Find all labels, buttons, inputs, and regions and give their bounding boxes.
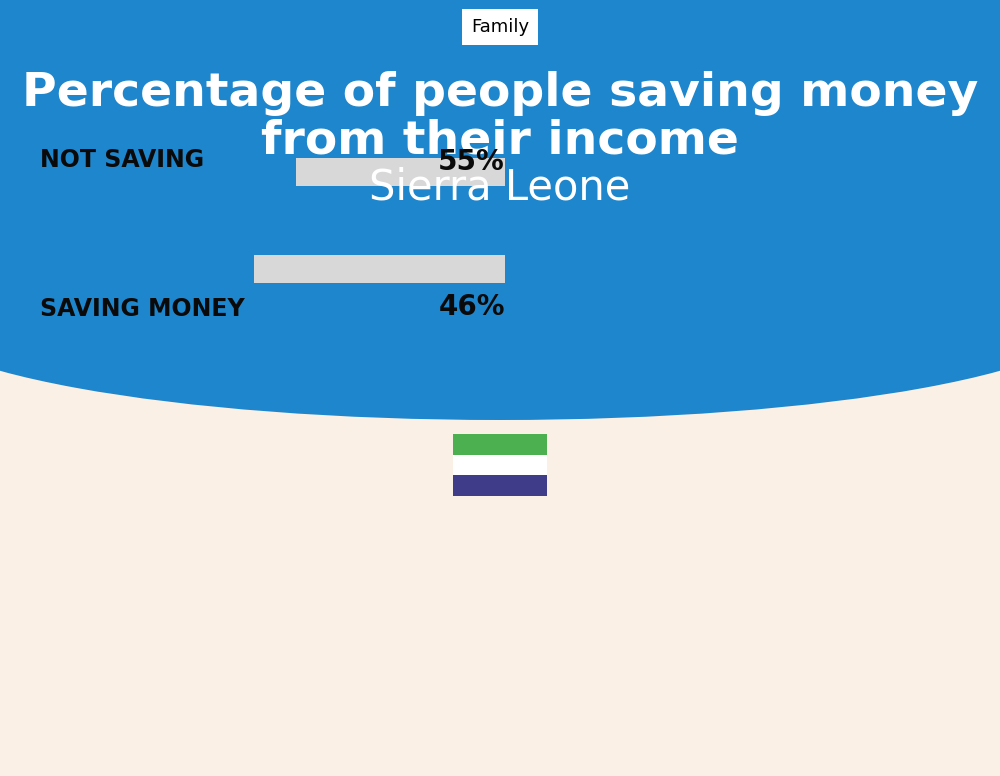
Bar <box>453 455 547 476</box>
Ellipse shape <box>0 200 1000 420</box>
Bar <box>40 255 254 283</box>
Text: Percentage of people saving money: Percentage of people saving money <box>22 71 978 116</box>
Text: 55%: 55% <box>438 148 505 176</box>
Bar <box>40 255 505 283</box>
Bar <box>40 158 296 186</box>
Bar <box>40 158 505 186</box>
Text: SAVING MONEY: SAVING MONEY <box>40 297 245 321</box>
Text: NOT SAVING: NOT SAVING <box>40 148 204 172</box>
Bar <box>453 434 547 455</box>
Bar <box>453 476 547 496</box>
Text: 46%: 46% <box>438 293 505 321</box>
Text: Family: Family <box>471 18 529 36</box>
Text: from their income: from their income <box>261 118 739 163</box>
Bar <box>0 0 1000 310</box>
Text: Sierra Leone: Sierra Leone <box>369 166 631 208</box>
